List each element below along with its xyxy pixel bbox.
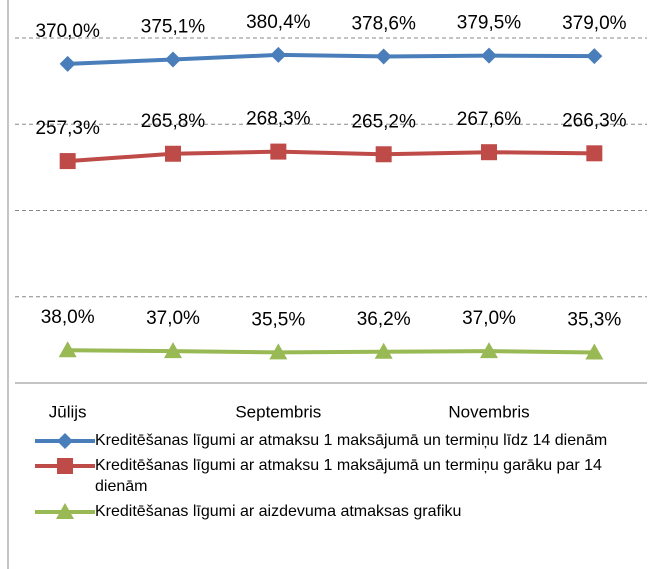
marker (270, 46, 287, 63)
marker (165, 51, 181, 68)
marker (586, 145, 603, 162)
legend-marker (57, 433, 73, 449)
marker (270, 143, 287, 160)
legend-swatch (35, 433, 95, 449)
data-label: 38,0% (41, 307, 95, 328)
data-label: 370,0% (35, 21, 100, 42)
data-label: 375,1% (141, 16, 206, 37)
legend-label: Kreditēšanas līgumi ar atmaksu 1 maksāju… (95, 432, 608, 449)
data-label: 37,0% (462, 308, 516, 329)
data-label: 265,2% (351, 111, 416, 132)
data-label: 379,5% (457, 13, 522, 34)
data-label: 380,4% (246, 12, 311, 33)
marker (59, 55, 76, 72)
marker (481, 144, 497, 161)
legend-marker (56, 503, 74, 519)
x-tick-label: Septembris (235, 402, 321, 421)
marker (58, 341, 77, 358)
legend-item: Kreditēšanas līgumi ar aizdevuma atmaksa… (0, 501, 658, 522)
data-label: 37,0% (146, 308, 200, 329)
marker (269, 343, 288, 360)
data-label: 265,8% (141, 111, 206, 132)
marker (585, 343, 604, 360)
series-line (67, 52, 595, 66)
data-label: 35,3% (567, 310, 621, 331)
x-tick-label: Novembris (448, 402, 529, 421)
data-label: 266,3% (562, 110, 627, 131)
marker (374, 342, 393, 359)
legend-marker (57, 458, 73, 474)
marker (481, 47, 497, 64)
legend: Kreditēšanas līgumi ar atmaksu 1 maksāju… (0, 430, 658, 526)
data-label: 378,6% (351, 13, 416, 34)
data-label: 267,6% (457, 109, 522, 130)
series-line (67, 149, 595, 164)
marker (164, 342, 182, 359)
x-tick-label: Jūlijs (49, 402, 87, 421)
legend-swatch (35, 458, 95, 474)
marker (375, 48, 392, 65)
marker (375, 146, 392, 163)
marker (59, 153, 76, 170)
data-label: 379,0% (562, 13, 627, 34)
data-label: 257,3% (35, 118, 100, 139)
data-label: 36,2% (357, 309, 411, 330)
legend-label: Kreditēšanas līgumi ar aizdevuma atmaksa… (95, 503, 462, 520)
series-line (67, 348, 595, 355)
marker (480, 342, 498, 359)
marker (586, 48, 603, 65)
marker (165, 145, 181, 162)
legend-swatch (35, 503, 95, 519)
legend-item: Kreditēšanas līgumi ar atmaksu 1 maksāju… (0, 455, 658, 497)
legend-label: Kreditēšanas līgumi ar atmaksu 1 maksāju… (95, 457, 602, 495)
data-label: 268,3% (246, 109, 311, 130)
data-label: 35,5% (251, 309, 305, 330)
legend-item: Kreditēšanas līgumi ar atmaksu 1 maksāju… (0, 430, 658, 451)
